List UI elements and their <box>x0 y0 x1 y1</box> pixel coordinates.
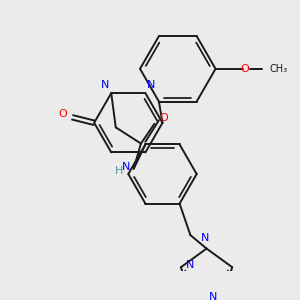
Text: H: H <box>115 166 123 176</box>
Text: N: N <box>122 162 130 172</box>
Text: N: N <box>147 80 156 90</box>
Text: O: O <box>159 113 168 123</box>
Text: O: O <box>58 109 67 119</box>
Text: N: N <box>101 80 110 90</box>
Text: CH₃: CH₃ <box>269 64 288 74</box>
Text: N: N <box>208 292 217 300</box>
Text: O: O <box>240 64 249 74</box>
Text: N: N <box>186 260 195 270</box>
Text: N: N <box>201 233 209 243</box>
